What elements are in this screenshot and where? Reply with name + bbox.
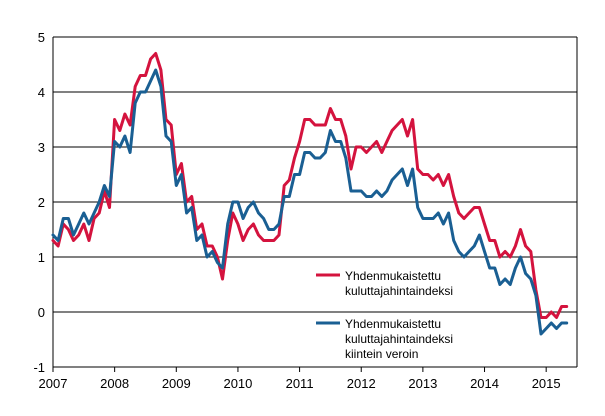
y-tick-label: 4 xyxy=(38,85,45,100)
x-axis-tick-labels: 2007 2008 2009 2010 2011 2012 2013 2014 2015 xyxy=(39,367,561,391)
series-layer xyxy=(51,52,569,336)
legend-label-2: Yhdenmukaistettu xyxy=(345,317,441,331)
legend-label-1: Yhdenmukaistettu xyxy=(345,269,441,283)
y-tick-label: 5 xyxy=(38,30,45,45)
x-tick-label: 2012 xyxy=(347,376,376,391)
x-tick-label: 2014 xyxy=(470,376,499,391)
gridlines xyxy=(52,36,578,368)
y-axis-tick-labels: -1 0 1 2 3 4 5 xyxy=(33,30,45,375)
y-tick-label: 2 xyxy=(38,195,45,210)
x-tick-label: 2011 xyxy=(286,376,314,391)
series-line-2 xyxy=(51,68,569,336)
legend-label-2: kuluttajahintaindeksi xyxy=(345,332,453,346)
y-tick-label: 1 xyxy=(38,250,45,265)
y-tick-label: -1 xyxy=(33,360,45,375)
y-tick-label: 3 xyxy=(38,140,45,155)
legend-label-1: kuluttajahintaindeksi xyxy=(345,284,453,298)
y-tick-label: 0 xyxy=(38,305,45,320)
x-tick-label: 2013 xyxy=(408,376,437,391)
legend: YhdenmukaistettukuluttajahintaindeksiYhd… xyxy=(316,269,453,361)
x-tick-label: 2010 xyxy=(223,376,252,391)
series-line-1 xyxy=(51,52,569,319)
x-tick-label: 2015 xyxy=(532,376,561,391)
x-tick-label: 2009 xyxy=(162,376,191,391)
x-tick-label: 2007 xyxy=(39,376,68,391)
x-tick-label: 2008 xyxy=(100,376,129,391)
legend-label-2: kiintein veroin xyxy=(345,347,418,361)
